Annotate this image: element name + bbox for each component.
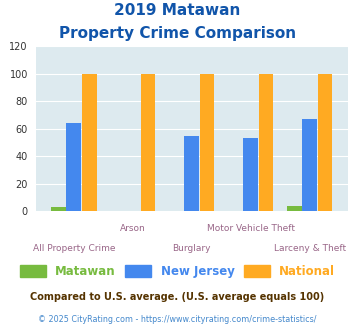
Text: Compared to U.S. average. (U.S. average equals 100): Compared to U.S. average. (U.S. average …: [31, 292, 324, 302]
Text: All Property Crime: All Property Crime: [33, 244, 115, 253]
Text: Property Crime Comparison: Property Crime Comparison: [59, 26, 296, 41]
Bar: [82, 74, 97, 211]
Bar: [287, 206, 302, 211]
Text: Arson: Arson: [120, 224, 146, 233]
Bar: [184, 136, 199, 211]
Text: Burglary: Burglary: [173, 244, 211, 253]
Text: © 2025 CityRating.com - https://www.cityrating.com/crime-statistics/: © 2025 CityRating.com - https://www.city…: [38, 315, 317, 324]
Text: Motor Vehicle Theft: Motor Vehicle Theft: [207, 224, 295, 233]
Bar: [258, 74, 273, 211]
Bar: [200, 74, 214, 211]
Bar: [66, 123, 81, 211]
Bar: [317, 74, 332, 211]
Bar: [51, 207, 66, 211]
Bar: [243, 138, 258, 211]
Bar: [141, 74, 155, 211]
Text: 2019 Matawan: 2019 Matawan: [114, 3, 241, 18]
Text: Larceny & Theft: Larceny & Theft: [273, 244, 346, 253]
Legend: Matawan, New Jersey, National: Matawan, New Jersey, National: [20, 265, 335, 278]
Bar: [302, 119, 317, 211]
